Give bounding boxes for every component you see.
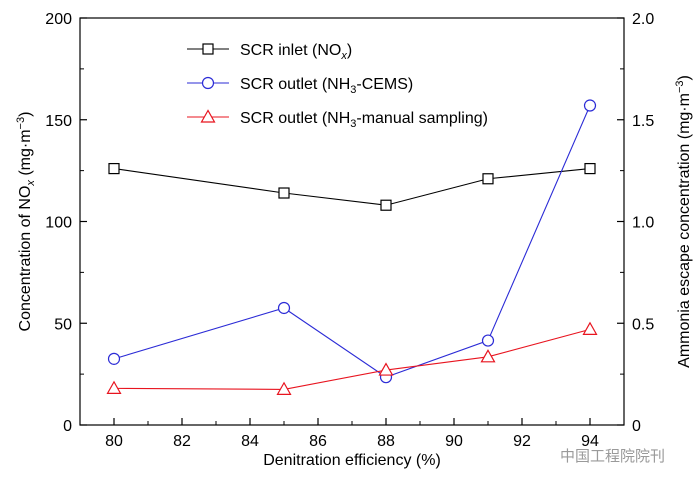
legend-label: SCR inlet (NOx): [240, 42, 352, 62]
watermark: 中国工程院院刊: [560, 447, 665, 465]
data-point-triangle: [276, 381, 292, 395]
data-point-square: [482, 173, 494, 185]
y-left-tick-label: 150: [45, 113, 72, 130]
y-left-axis-title-sub: x: [25, 180, 37, 187]
x-tick-label: 92: [513, 433, 531, 450]
x-tick-label: 82: [173, 433, 191, 450]
legend-label-sub: 3: [350, 84, 356, 96]
data-point-circle: [481, 334, 495, 347]
legend-marker: [202, 43, 214, 55]
y-right-axis-title-sup: −3: [674, 81, 686, 94]
data-point-square: [278, 187, 290, 199]
y-left-axis-title-unit: (mg·m: [17, 129, 34, 180]
legend-marker: [200, 109, 216, 123]
data-point-triangle: [378, 362, 394, 376]
data-point-square: [380, 199, 392, 211]
y-right-tick-label: 1.0: [632, 215, 654, 232]
y-left-tick-label: 50: [54, 316, 72, 333]
x-tick-label: 94: [581, 433, 599, 450]
x-tick-label: 90: [445, 433, 463, 450]
y-right-axis-title-main: Ammonia escape concentration (mg·m: [676, 93, 693, 368]
y-right-axis-title: Ammonia escape concentration (mg·m−3): [674, 75, 693, 368]
y-right-tick-label: 1.5: [632, 113, 654, 130]
legend-label: SCR outlet (NH3-manual sampling): [240, 110, 488, 130]
y-left-axis-title-main: Concentration of NO: [17, 186, 34, 332]
plot-frame: [79, 17, 625, 426]
y-left-axis-title-sup: −3: [15, 117, 27, 130]
data-point-triangle: [582, 321, 598, 335]
legend-label-sub: x: [340, 50, 347, 62]
legend-label-post: -manual sampling): [356, 110, 488, 127]
data-point-triangle: [106, 380, 122, 394]
data-point-square: [108, 162, 120, 175]
legend-label-pre: SCR outlet (NH: [240, 76, 350, 93]
y-left-tick-label: 0: [63, 418, 72, 435]
x-tick-label: 84: [241, 433, 259, 450]
y-right-axis-title-close: ): [676, 75, 693, 80]
legend-label-pre: SCR outlet (NH: [240, 110, 350, 127]
x-tick-label: 80: [105, 433, 123, 450]
y-right-tick-label: 0.5: [632, 316, 654, 333]
series-line-triangle: [113, 328, 591, 390]
y-left-tick-label: 200: [45, 11, 72, 28]
x-tick-label: 86: [309, 433, 327, 450]
legend-label-post: ): [347, 42, 352, 59]
legend-marker: [201, 76, 215, 90]
legend-label-sub: 3: [350, 118, 356, 130]
data-point-circle: [107, 352, 121, 365]
data-point-circle: [583, 99, 597, 112]
legend-label-pre: SCR inlet (NO: [240, 42, 341, 59]
legend-label: SCR outlet (NH3-CEMS): [240, 76, 413, 96]
y-left-axis-title-close: ): [17, 112, 34, 117]
data-point-square: [584, 162, 596, 175]
x-tick-label: 88: [377, 433, 395, 450]
series-line-circle: [113, 105, 591, 378]
y-right-tick-label: 2.0: [632, 11, 654, 28]
data-point-triangle: [480, 349, 496, 363]
x-axis-title: Denitration efficiency (%): [263, 452, 441, 469]
legend-label-post: -CEMS): [356, 76, 413, 93]
y-right-tick-label: 0: [632, 418, 641, 435]
series-line-square: [113, 168, 591, 206]
y-left-axis-title: Concentration of NOx (mg·m−3): [15, 112, 37, 332]
y-left-tick-label: 100: [45, 215, 72, 232]
data-point-circle: [277, 301, 291, 315]
